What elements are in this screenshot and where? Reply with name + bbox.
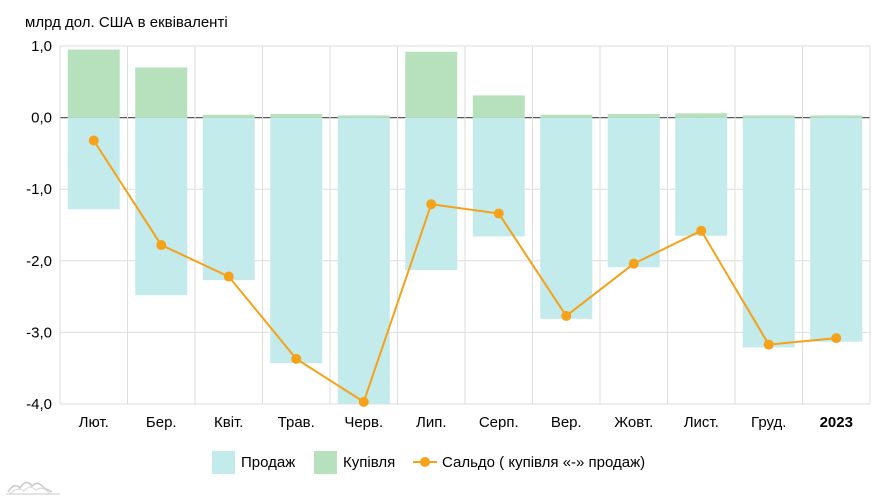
bar-sales (337, 117, 390, 404)
bar-purchase (202, 114, 255, 118)
x-tick-label: Лип. (416, 414, 447, 431)
x-tick-label: Груд. (751, 414, 786, 431)
bar-purchase (742, 115, 795, 118)
balance-point (88, 135, 99, 146)
x-tick-label: Лют. (79, 414, 109, 431)
y-tick-label: -3,0 (26, 324, 52, 341)
bar-sales (540, 117, 593, 319)
bar-purchase (67, 49, 120, 118)
legend-label-balance: Сальдо ( купівля «-» продаж) (442, 454, 645, 471)
bar-purchase (135, 67, 188, 118)
balance-point (831, 333, 842, 344)
legend-marker-balance (420, 457, 430, 467)
balance-point (426, 199, 437, 210)
legend-swatch-purchase (314, 451, 337, 474)
x-tick-label: Жовт. (614, 414, 653, 431)
bar-sales (742, 117, 795, 348)
y-axis: 1,0 0,0 -1,0 -2,0 -3,0 -4,0 (26, 38, 52, 413)
balance-point (493, 208, 504, 219)
balance-line (88, 135, 842, 407)
x-tick-label: Серп. (479, 414, 519, 431)
y-tick-label: -2,0 (26, 253, 52, 270)
bar-sales (675, 117, 728, 236)
legend-swatch-sales (212, 451, 235, 474)
x-tick-label: Бер. (146, 414, 177, 431)
x-tick-label: 2023 (820, 414, 853, 431)
x-tick-label: Лист. (684, 414, 719, 431)
bar-sales (405, 117, 458, 271)
bar-purchase (810, 115, 863, 118)
bar-sales (472, 117, 525, 237)
balance-point (358, 396, 369, 407)
balance-point (561, 310, 572, 321)
bar-sales (67, 117, 120, 210)
logo (6, 481, 60, 495)
bar-sales (202, 117, 255, 281)
bar-purchase (270, 114, 323, 118)
y-tick-label: 0,0 (31, 110, 52, 127)
bar-sales (607, 117, 660, 268)
bar-sales (135, 117, 188, 296)
unit-label: млрд дол. США в еквіваленті (25, 14, 228, 31)
bar-sales (810, 117, 863, 342)
legend-label-purchase: Купівля (343, 454, 395, 471)
y-tick-label: 1,0 (31, 38, 52, 55)
x-tick-label: Вер. (551, 414, 582, 431)
balance-polyline (92, 139, 837, 404)
bar-purchase (472, 95, 525, 118)
x-tick-label: Трав. (278, 414, 315, 431)
balance-point (156, 240, 167, 251)
grid (59, 45, 871, 405)
y-tick-label: -4,0 (26, 396, 52, 413)
x-axis: Лют. Бер. Квіт. Трав. Черв. Лип. Серп. Вер. Жовт… (79, 414, 853, 431)
balance-point (763, 339, 774, 350)
bar-purchase (540, 114, 593, 118)
bar-purchase (337, 115, 390, 118)
balance-point (291, 353, 302, 364)
legend: Продаж Купівля Сальдо ( купівля «-» продаж… (212, 451, 645, 474)
bar-purchase (607, 114, 660, 118)
balance-point (628, 258, 639, 269)
legend-label-sales: Продаж (241, 454, 295, 471)
y-tick-label: -1,0 (26, 181, 52, 198)
balance-point (223, 271, 234, 282)
balance-point (696, 225, 707, 236)
bar-sales (270, 117, 323, 364)
bar-purchase (405, 51, 458, 118)
x-tick-label: Квіт. (214, 414, 243, 431)
bar-purchase (675, 113, 728, 118)
x-tick-label: Черв. (344, 414, 383, 431)
